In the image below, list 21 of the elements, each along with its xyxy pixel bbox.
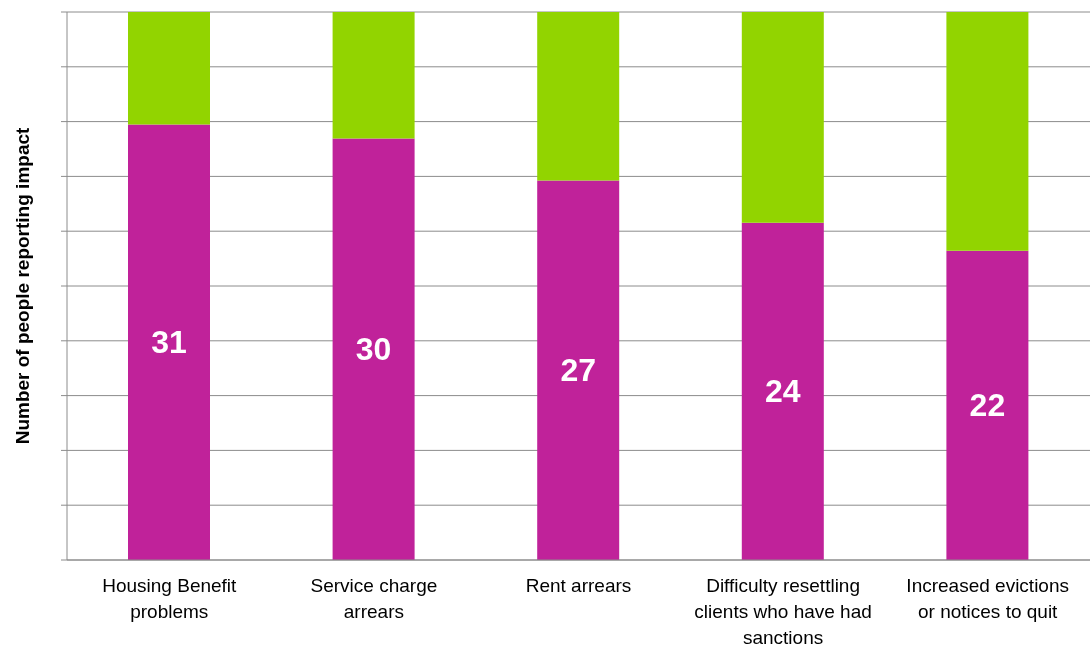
data-label: 27 [560, 352, 596, 389]
bar [946, 12, 1029, 251]
bar [741, 12, 824, 223]
x-tick-label: Rent arrears [525, 575, 632, 596]
data-label: 22 [969, 387, 1006, 424]
bar [741, 222, 824, 560]
data-label: 30 [355, 331, 392, 368]
data-label: 24 [765, 373, 801, 410]
x-tick-label: Service charge arrears [310, 575, 438, 622]
bar [332, 12, 415, 139]
bar [128, 12, 210, 125]
y-axis-title: Number of people reporting impact [11, 126, 33, 445]
bar [128, 124, 210, 560]
bar [537, 180, 620, 560]
x-tick-label: Increased evictions or notices to quit [906, 575, 1070, 622]
bar [537, 12, 620, 181]
x-tick-label: Housing Benefit problems [102, 575, 238, 622]
x-tick-label: Difficulty resettling clients who have had sanctions [694, 575, 872, 648]
bar [332, 138, 415, 560]
data-label: 31 [151, 324, 187, 361]
bar [946, 250, 1029, 560]
